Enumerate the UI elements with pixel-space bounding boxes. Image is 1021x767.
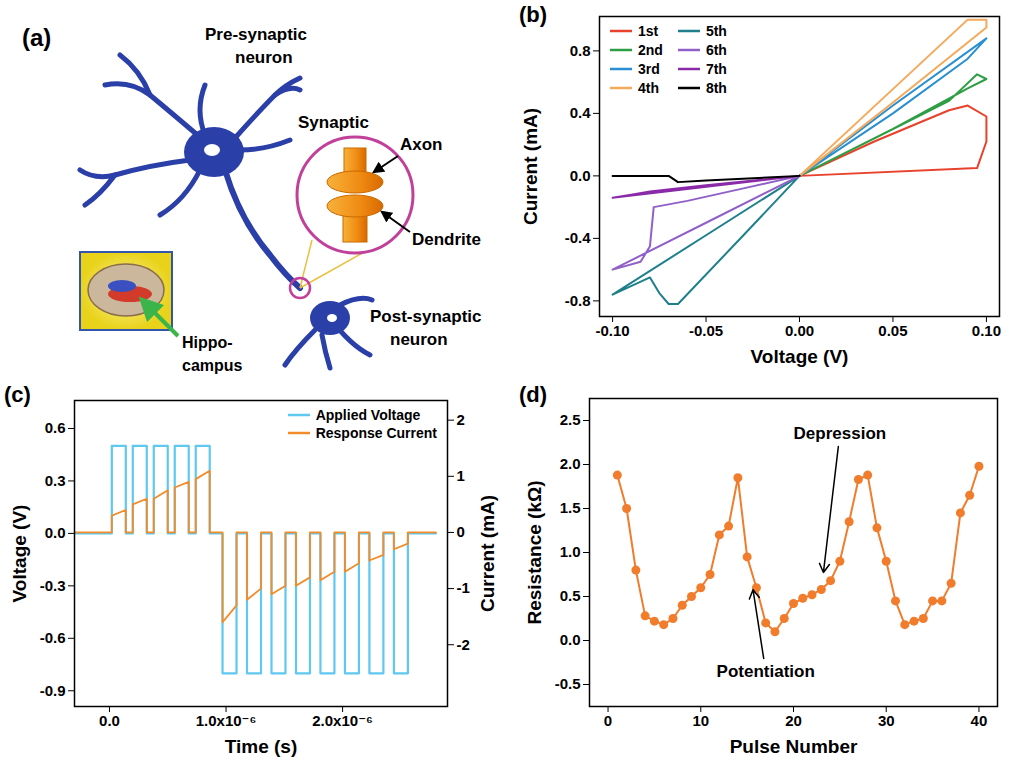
svg-text:Synaptic: Synaptic (298, 113, 369, 132)
svg-text:0.0: 0.0 (99, 712, 120, 729)
svg-text:0.10: 0.10 (972, 322, 1001, 339)
svg-text:(a): (a) (22, 24, 51, 51)
html-text:1st: 1st (638, 23, 659, 39)
svg-text:0.4: 0.4 (570, 104, 592, 121)
svg-text:Potentiation: Potentiation (717, 662, 815, 681)
svg-text:1.5: 1.5 (560, 499, 581, 516)
svg-text:Current (mA): Current (mA) (477, 495, 498, 612)
svg-text:-0.6: -0.6 (40, 629, 66, 646)
html-text:2nd: 2nd (638, 42, 663, 58)
svg-text:Dendrite: Dendrite (412, 230, 481, 249)
svg-text:-0.5: -0.5 (555, 675, 581, 692)
html-text:3rd: 3rd (638, 61, 660, 77)
svg-text:neuron: neuron (235, 48, 293, 67)
svg-text:Current (mA): Current (mA) (520, 108, 541, 225)
svg-text:Pulse Number: Pulse Number (730, 736, 858, 757)
svg-text:Hippo-: Hippo- (182, 334, 233, 351)
svg-text:2: 2 (457, 411, 465, 428)
html-text:6th: 6th (705, 42, 727, 58)
svg-text:40: 40 (971, 712, 988, 729)
svg-text:-0.9: -0.9 (40, 682, 66, 699)
html-text:4th: 4th (638, 80, 659, 96)
svg-text:-0.05: -0.05 (689, 322, 723, 339)
svg-text:Voltage (V): Voltage (V) (751, 346, 849, 367)
svg-text:2.5: 2.5 (560, 411, 581, 428)
html-text:(b): (b) (519, 2, 548, 27)
svg-text:0.00: 0.00 (785, 322, 814, 339)
svg-text:10: 10 (692, 712, 709, 729)
svg-text:0.6: 0.6 (45, 419, 66, 436)
svg-text:Post-synaptic: Post-synaptic (370, 307, 481, 326)
svg-text:0.8: 0.8 (570, 42, 591, 59)
html-text:(c): (c) (4, 382, 31, 407)
svg-text:0.0: 0.0 (45, 524, 66, 541)
svg-text:30: 30 (878, 712, 895, 729)
svg-text:-0.8: -0.8 (565, 292, 591, 309)
svg-text:-0.10: -0.10 (595, 322, 629, 339)
svg-text:-0.4: -0.4 (565, 229, 592, 246)
html-text:Response Current: Response Current (315, 425, 437, 441)
svg-text:Depression: Depression (794, 424, 887, 443)
svg-text:campus: campus (182, 357, 243, 374)
svg-text:0.0: 0.0 (560, 631, 581, 648)
html-text:(d): (d) (519, 382, 548, 407)
svg-text:1.0x10⁻⁶: 1.0x10⁻⁶ (196, 712, 257, 729)
svg-text:0.3: 0.3 (45, 472, 66, 489)
svg-text:1.0: 1.0 (560, 543, 581, 560)
svg-text:1: 1 (457, 467, 465, 484)
html-text:Applied Voltage: Applied Voltage (315, 407, 421, 423)
svg-text:20: 20 (785, 712, 802, 729)
svg-text:-2: -2 (457, 636, 470, 653)
svg-text:neuron: neuron (390, 330, 448, 349)
svg-text:0.5: 0.5 (560, 587, 581, 604)
svg-text:2.0x10⁻⁶: 2.0x10⁻⁶ (312, 712, 373, 729)
svg-text:Time (s): Time (s) (225, 736, 298, 757)
html-text:8th: 8th (705, 80, 727, 96)
svg-text:-0.3: -0.3 (40, 577, 66, 594)
html-text:5th: 5th (705, 23, 727, 39)
svg-text:0.0: 0.0 (570, 167, 591, 184)
svg-text:Voltage (V): Voltage (V) (9, 505, 30, 603)
svg-text:Pre-synaptic: Pre-synaptic (205, 25, 307, 44)
svg-text:Axon: Axon (400, 135, 443, 154)
svg-text:0: 0 (457, 523, 465, 540)
svg-text:0: 0 (604, 712, 612, 729)
svg-text:Resistance (kΩ): Resistance (kΩ) (524, 480, 545, 624)
svg-text:0.05: 0.05 (878, 322, 907, 339)
html-text:7th: 7th (705, 61, 727, 77)
svg-text:2.0: 2.0 (560, 455, 581, 472)
svg-text:-1: -1 (457, 579, 470, 596)
